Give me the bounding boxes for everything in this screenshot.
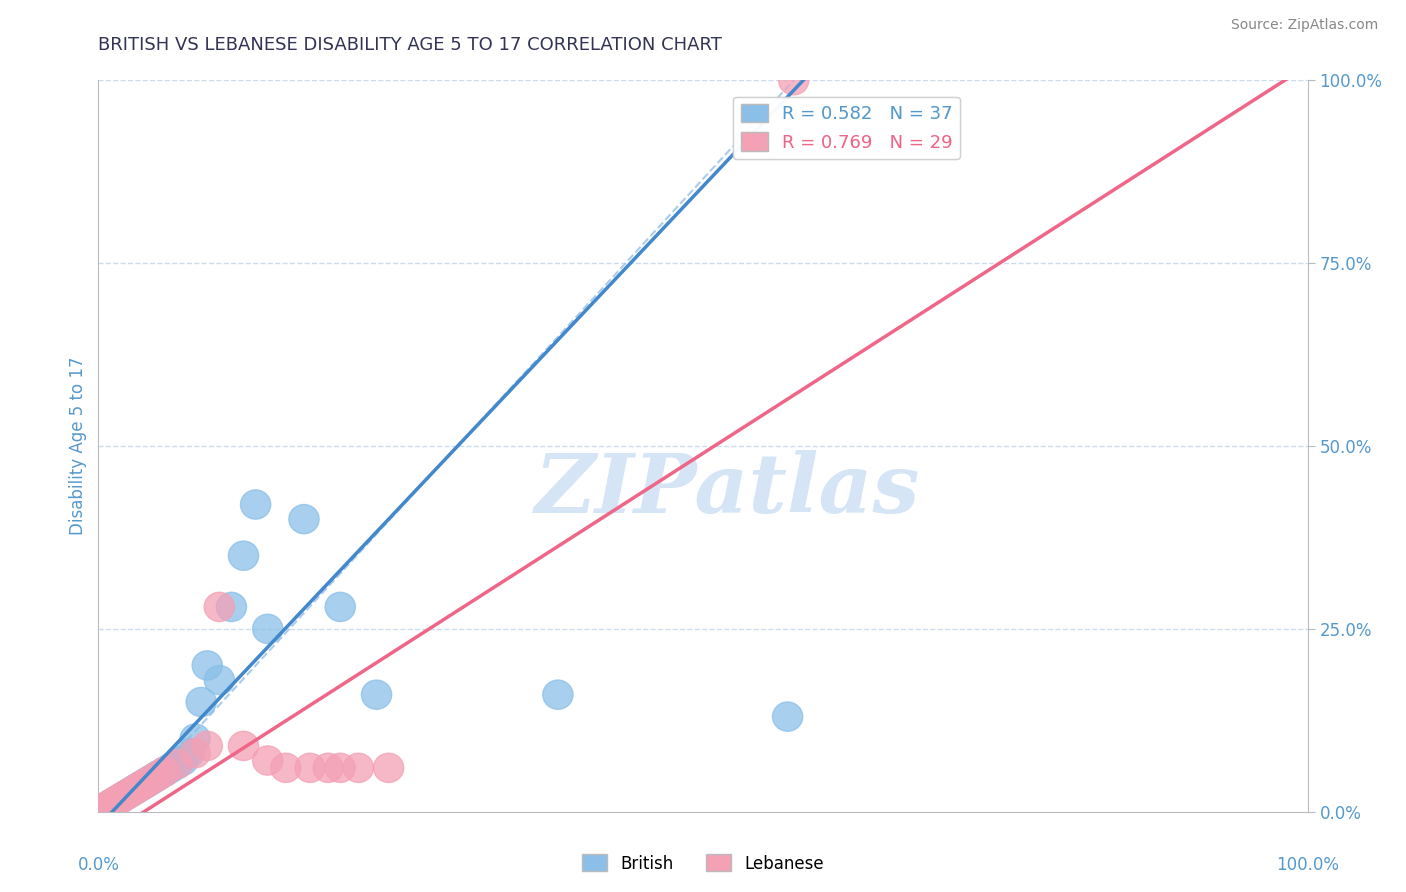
Ellipse shape [142, 762, 172, 791]
Ellipse shape [111, 780, 142, 810]
Text: Source: ZipAtlas.com: Source: ZipAtlas.com [1230, 18, 1378, 32]
Ellipse shape [127, 771, 157, 800]
Ellipse shape [132, 768, 162, 797]
Ellipse shape [129, 769, 159, 798]
Text: 100.0%: 100.0% [1277, 855, 1339, 873]
Ellipse shape [132, 768, 162, 797]
Ellipse shape [114, 779, 143, 808]
Ellipse shape [156, 753, 186, 782]
Ellipse shape [96, 789, 125, 819]
Ellipse shape [186, 688, 217, 716]
Text: 0.0%: 0.0% [77, 855, 120, 873]
Ellipse shape [122, 773, 152, 803]
Text: BRITISH VS LEBANESE DISABILITY AGE 5 TO 17 CORRELATION CHART: BRITISH VS LEBANESE DISABILITY AGE 5 TO … [98, 36, 723, 54]
Ellipse shape [772, 702, 803, 731]
Ellipse shape [105, 784, 135, 814]
Ellipse shape [240, 490, 271, 519]
Ellipse shape [98, 789, 128, 818]
Ellipse shape [115, 777, 146, 806]
Ellipse shape [96, 789, 125, 819]
Ellipse shape [120, 775, 150, 805]
Ellipse shape [228, 731, 259, 761]
Ellipse shape [138, 764, 167, 794]
Ellipse shape [110, 781, 141, 810]
Ellipse shape [98, 788, 129, 817]
Ellipse shape [253, 615, 283, 643]
Ellipse shape [162, 749, 193, 779]
Ellipse shape [325, 753, 356, 782]
Ellipse shape [228, 541, 259, 570]
Ellipse shape [217, 592, 246, 622]
Ellipse shape [125, 772, 156, 801]
Ellipse shape [295, 753, 325, 782]
Ellipse shape [120, 775, 150, 805]
Y-axis label: Disability Age 5 to 17: Disability Age 5 to 17 [69, 357, 87, 535]
Ellipse shape [150, 756, 180, 786]
Ellipse shape [271, 753, 301, 782]
Ellipse shape [115, 778, 145, 807]
Ellipse shape [138, 764, 167, 794]
Ellipse shape [779, 66, 808, 95]
Ellipse shape [107, 782, 138, 812]
Ellipse shape [325, 592, 356, 622]
Ellipse shape [103, 785, 134, 814]
Ellipse shape [314, 753, 343, 782]
Ellipse shape [543, 680, 574, 709]
Text: ZIPatlas: ZIPatlas [534, 450, 920, 530]
Ellipse shape [167, 746, 198, 775]
Ellipse shape [343, 753, 374, 782]
Ellipse shape [361, 680, 392, 709]
Ellipse shape [204, 665, 235, 695]
Ellipse shape [134, 766, 165, 796]
Ellipse shape [374, 753, 404, 782]
Ellipse shape [174, 739, 204, 768]
Ellipse shape [101, 786, 132, 815]
Ellipse shape [93, 791, 124, 821]
Ellipse shape [193, 651, 222, 680]
Ellipse shape [105, 784, 135, 814]
Ellipse shape [180, 739, 211, 768]
Ellipse shape [180, 724, 211, 753]
Ellipse shape [150, 756, 180, 786]
Legend: R = 0.582   N = 37, R = 0.769   N = 29: R = 0.582 N = 37, R = 0.769 N = 29 [734, 96, 960, 159]
Ellipse shape [288, 505, 319, 533]
Ellipse shape [90, 794, 120, 822]
Ellipse shape [162, 749, 193, 779]
Ellipse shape [93, 791, 124, 821]
Ellipse shape [204, 592, 235, 622]
Legend: British, Lebanese: British, Lebanese [575, 847, 831, 880]
Ellipse shape [90, 794, 120, 822]
Ellipse shape [193, 731, 222, 761]
Ellipse shape [253, 746, 283, 775]
Ellipse shape [107, 782, 138, 812]
Ellipse shape [143, 761, 174, 789]
Ellipse shape [143, 761, 174, 789]
Ellipse shape [124, 773, 153, 802]
